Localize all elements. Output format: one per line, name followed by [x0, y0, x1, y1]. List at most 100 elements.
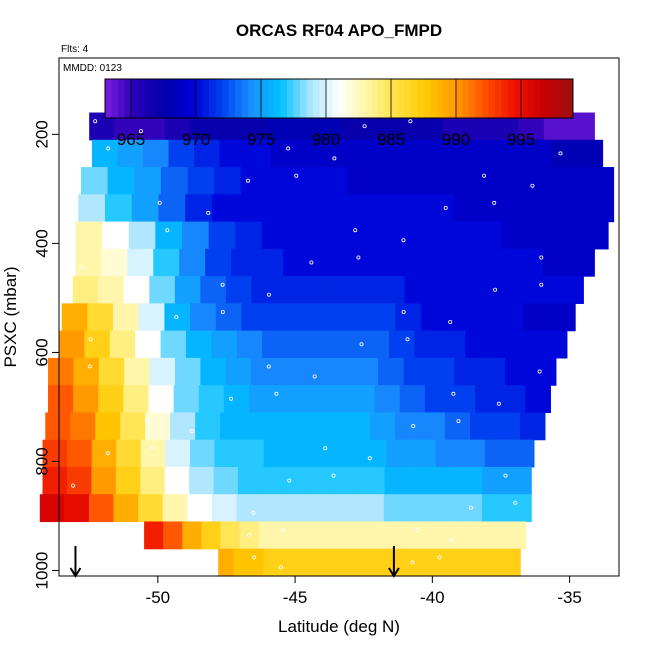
heatmap-cell [321, 139, 348, 168]
heatmap-cell [225, 276, 253, 304]
heatmap-cell [211, 494, 237, 523]
heatmap-cell [460, 439, 486, 468]
heatmap-cell [453, 167, 481, 195]
heatmap-cell [360, 248, 388, 277]
heatmap-cell [160, 167, 189, 195]
colorbar-segment [449, 79, 457, 118]
heatmap-cell [70, 412, 96, 441]
heatmap-cell [61, 303, 89, 332]
heatmap-cell [533, 167, 561, 195]
heatmap-cell [411, 521, 431, 550]
heatmap-cell [383, 494, 409, 523]
heatmap-cell [398, 139, 425, 168]
heatmap-cell [353, 521, 374, 550]
colorbar-segment [131, 79, 138, 118]
heatmap-cell [200, 276, 227, 304]
heatmap-cell [91, 466, 117, 495]
heatmap-cell [386, 439, 412, 468]
heatmap-cell [507, 167, 535, 195]
heatmap-cell [187, 167, 215, 195]
heatmap-cell [200, 357, 227, 386]
sample-point [117, 233, 122, 238]
heatmap-cell [310, 494, 336, 523]
heatmap-cell [260, 494, 287, 523]
plot-frame [58, 57, 620, 577]
colorbar-segment [462, 79, 470, 118]
heatmap-cell [72, 276, 99, 304]
heatmap-cell [102, 221, 130, 250]
heatmap-cell [409, 466, 435, 495]
colorbar-segment [157, 79, 164, 118]
colorbar-segment [501, 79, 509, 118]
heatmap-cell [392, 521, 412, 550]
heatmap-cell [87, 303, 114, 332]
heatmap-cell [581, 221, 609, 250]
heatmap-cell [449, 139, 476, 168]
heatmap-cell [320, 412, 346, 441]
heatmap-cell [444, 548, 461, 577]
heatmap-cell [421, 221, 449, 250]
colorbar-segment [228, 79, 236, 118]
colorbar-segment [306, 79, 314, 118]
colorbar-segment [443, 79, 450, 118]
heatmap-cell [363, 330, 390, 359]
colorbar: 965 970 975 980 985 990 995 [104, 78, 574, 149]
heatmap-cell [214, 167, 242, 195]
sample-point [401, 238, 406, 243]
colorbar-segment [560, 79, 567, 118]
heatmap-cell [257, 248, 284, 277]
heatmap-cell [195, 412, 221, 441]
sample-point [449, 538, 454, 543]
heatmap-cell [315, 521, 336, 550]
heatmap-cell [525, 139, 553, 168]
heatmap-cell [67, 439, 93, 468]
colorbar-segment [540, 79, 548, 118]
heatmap-cell [123, 276, 150, 304]
colorbar-segment [391, 79, 398, 118]
heatmap-cell [568, 248, 595, 277]
heatmap-cell [84, 330, 111, 359]
colorbar-segment [404, 79, 411, 118]
heatmap-cell [372, 139, 399, 168]
heatmap-cell [190, 303, 217, 332]
heatmap-cell [131, 194, 160, 223]
y-axis: 200 400 600 800 1000 [33, 120, 59, 589]
sample-point [539, 255, 544, 260]
heatmap-cell [128, 221, 156, 250]
heatmap-cell [312, 330, 339, 359]
heatmap-cell [560, 167, 588, 195]
colorbar-segment [137, 79, 145, 118]
colorbar-segment [332, 79, 340, 118]
heatmap-cell [251, 357, 278, 386]
colorbar-segment [365, 79, 372, 118]
sample-point [414, 528, 419, 533]
sample-point [537, 369, 542, 374]
heatmap-cell [48, 385, 74, 414]
heatmap-cell [482, 494, 508, 523]
heatmap-cell [239, 521, 260, 550]
heatmap-cell [349, 385, 376, 414]
colorbar-segment [508, 79, 515, 118]
sample-point [281, 528, 286, 533]
heatmap-cell [449, 385, 476, 414]
heatmap-cell [500, 385, 526, 414]
heatmap-cell [433, 466, 459, 495]
heatmap-cell [292, 194, 320, 223]
sample-point [410, 560, 415, 565]
heatmap-cell [586, 167, 615, 195]
heatmap-cell [318, 303, 345, 332]
heatmap-cell [39, 494, 65, 523]
heatmap-cell [42, 466, 68, 495]
heatmap-cell [240, 167, 268, 195]
heatmap-cell [248, 385, 275, 414]
sample-point [530, 183, 535, 188]
heatmap-cell [432, 494, 459, 523]
heatmap-cell [430, 521, 450, 550]
sample-point [331, 473, 336, 478]
heatmap-cell [134, 167, 162, 195]
heatmap-cell [533, 194, 561, 223]
heatmap-cell [490, 248, 518, 277]
sample-point [437, 555, 442, 560]
colorbar-frame [104, 78, 574, 119]
